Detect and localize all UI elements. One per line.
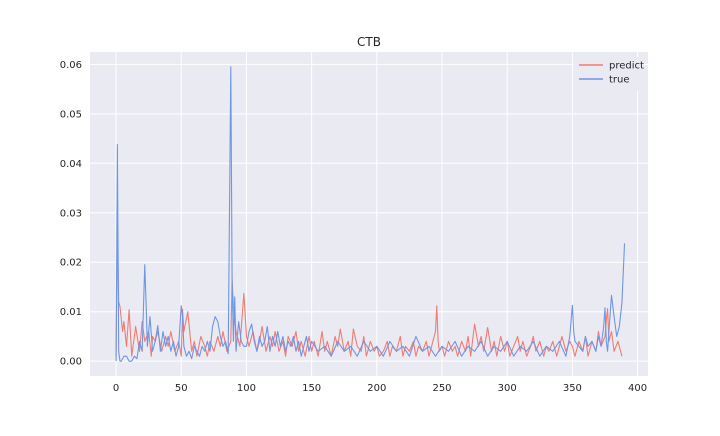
y-tick-label: 0.05	[60, 109, 82, 120]
y-tick-label: 0.06	[60, 60, 82, 71]
x-tick-label: 200	[367, 383, 386, 394]
x-tick-label: 150	[302, 383, 321, 394]
x-tick-label: 350	[563, 383, 582, 394]
legend: predict true	[574, 57, 644, 91]
x-tick-label: 0	[113, 383, 119, 394]
x-tick-label: 50	[175, 383, 188, 394]
legend-label-predict: predict	[609, 61, 644, 72]
series-group	[115, 66, 626, 362]
x-tick-label: 400	[628, 383, 647, 394]
y-tick-label: 0.02	[60, 258, 82, 269]
series-line-true	[115, 66, 626, 362]
legend-label-true: true	[609, 75, 630, 86]
series-line-predict	[115, 226, 623, 357]
y-tick-label: 0.03	[60, 208, 82, 219]
x-tick-label: 100	[237, 383, 256, 394]
tick-labels: 0 50 100 150 200 250 300 350 400 0.00 0.01 0.02 0.03…	[60, 60, 647, 394]
chart-title: CTB	[357, 35, 381, 49]
plot-area-background	[90, 52, 648, 376]
y-tick-label: 0.01	[60, 307, 82, 318]
y-tick-label: 0.00	[60, 357, 82, 368]
x-tick-label: 250	[432, 383, 451, 394]
x-tick-label: 300	[498, 383, 517, 394]
y-tick-label: 0.04	[60, 159, 82, 170]
